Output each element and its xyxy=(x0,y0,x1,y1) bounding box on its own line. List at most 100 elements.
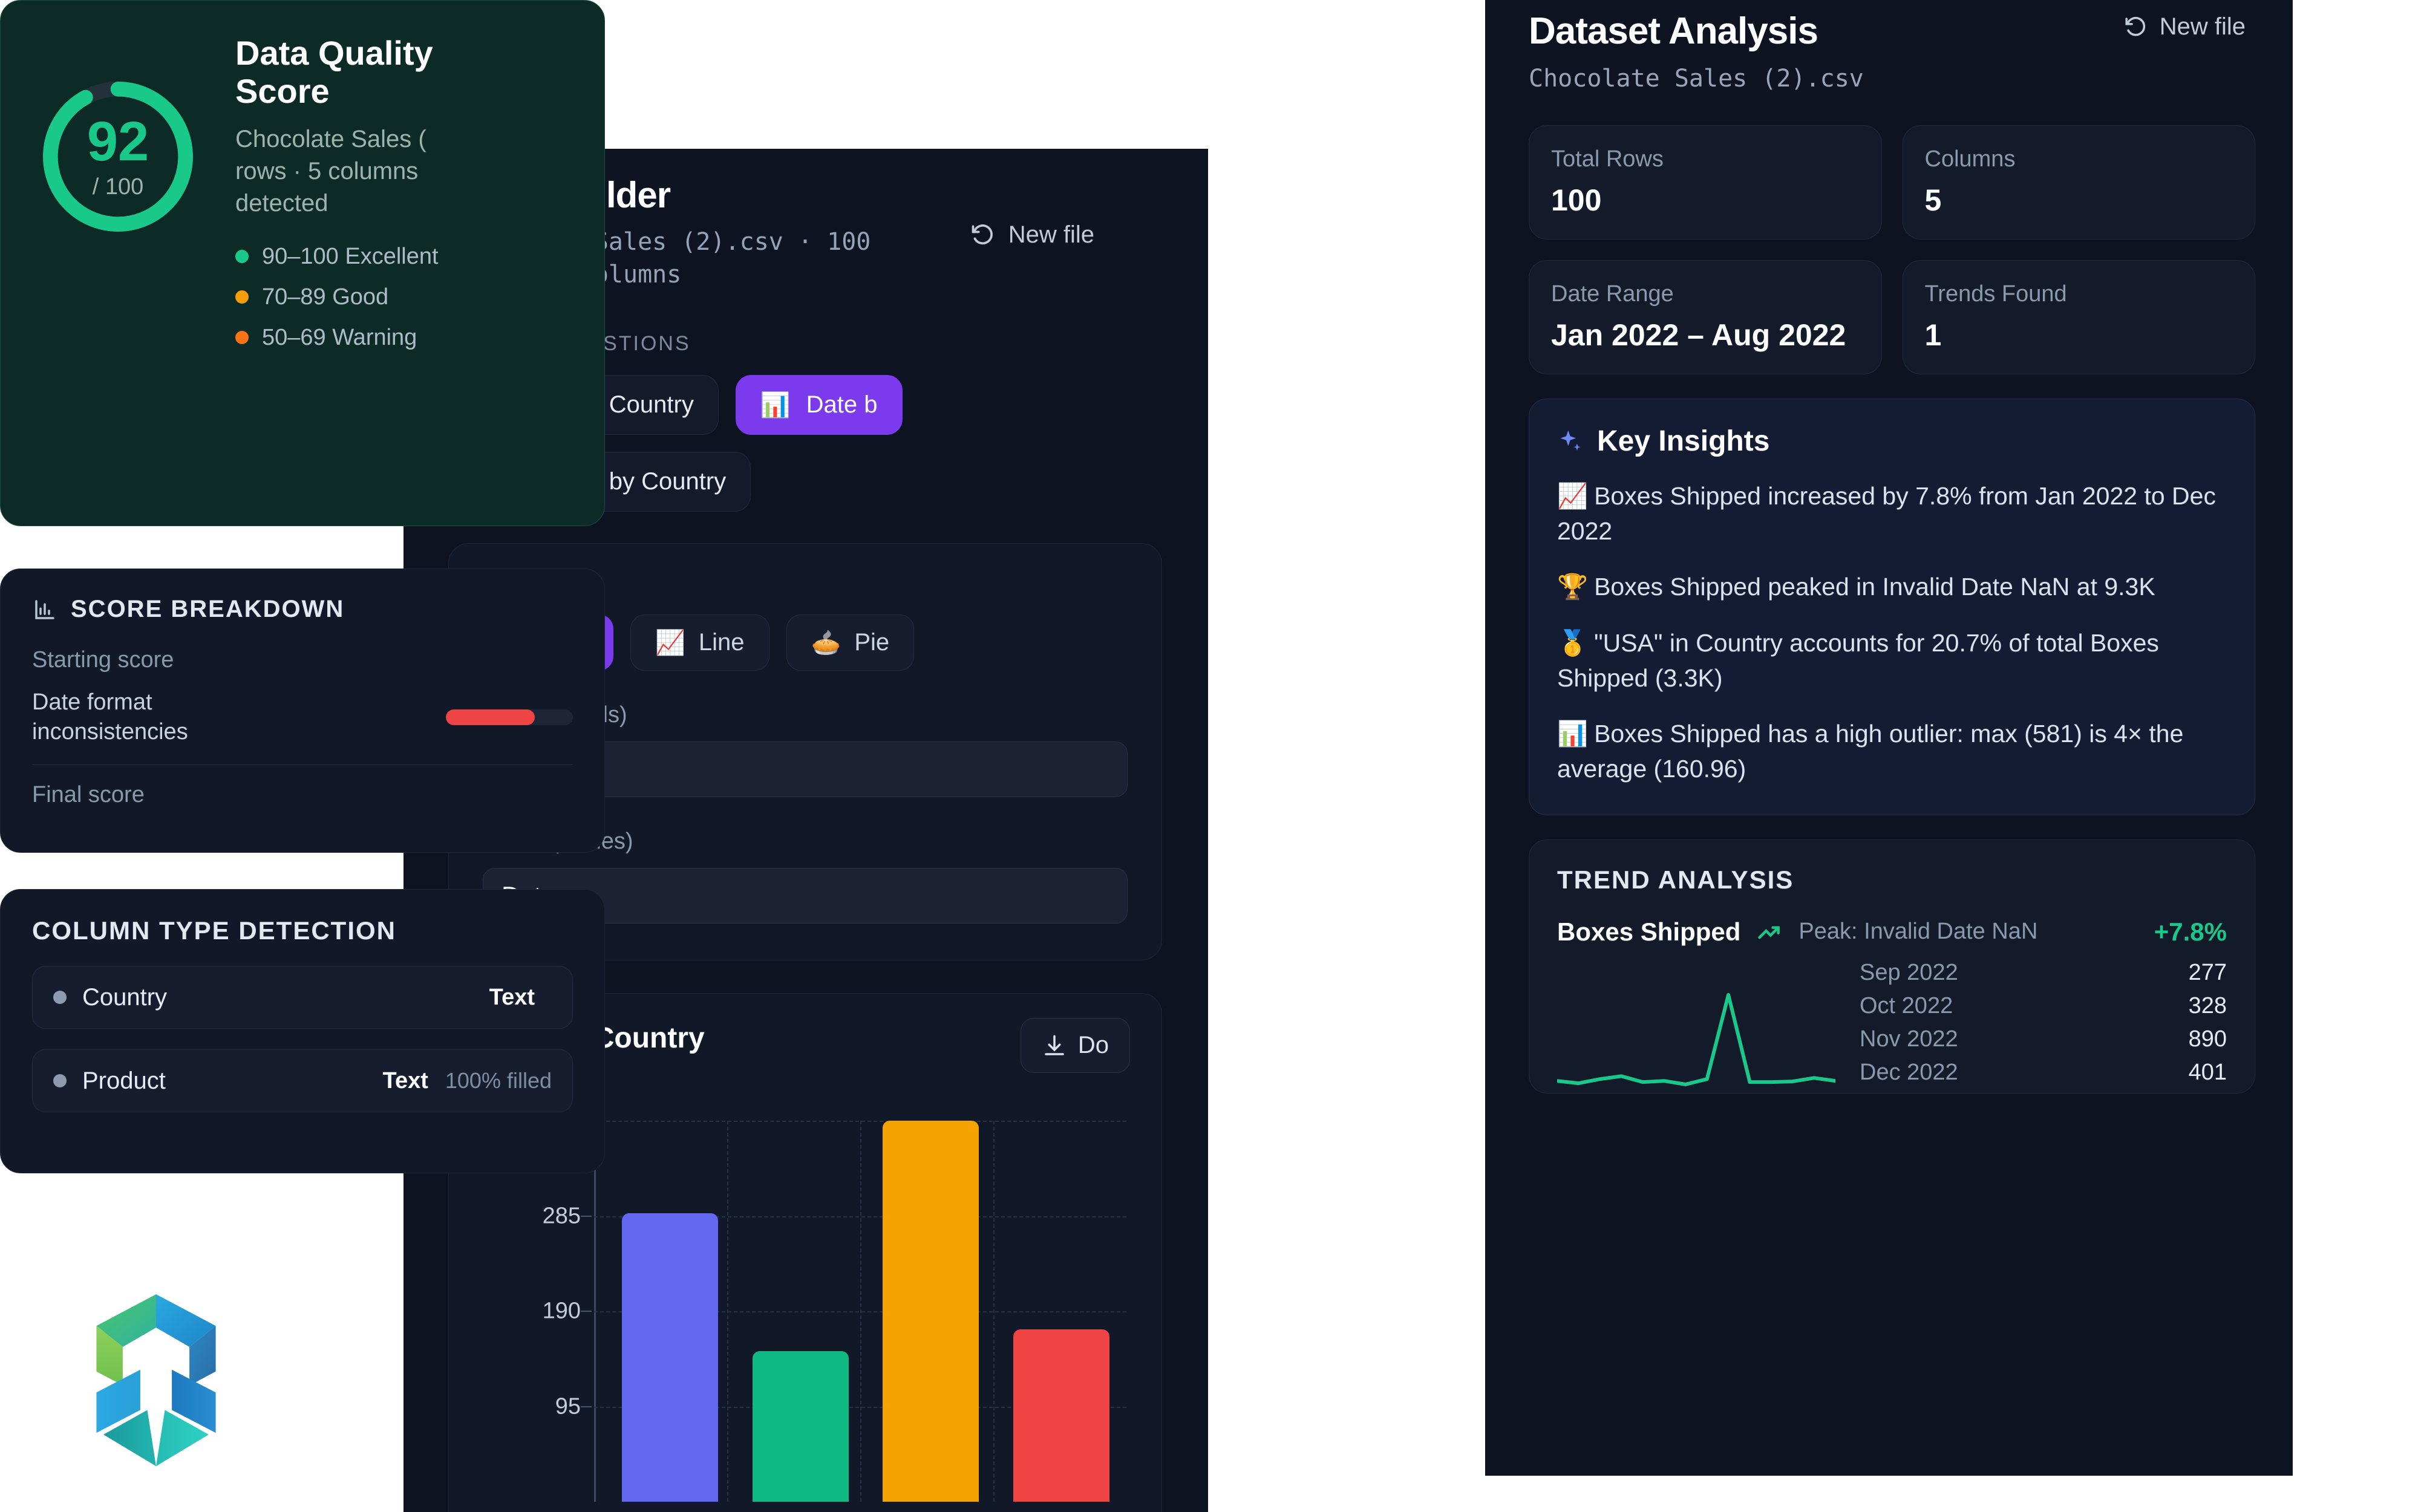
trend-value: 277 xyxy=(2188,959,2227,985)
legend-label: 50–69 Warning xyxy=(262,324,417,350)
stat-value: 5 xyxy=(1924,183,1942,217)
y-axis-tick xyxy=(581,1311,592,1312)
column-row-right: Text 100% filled xyxy=(383,1068,552,1094)
new-file-button-builder[interactable]: New file xyxy=(970,221,1094,249)
bar[interactable] xyxy=(1013,1329,1109,1502)
stat-card-date-range: Date Range Jan 2022 – Aug 2022 xyxy=(1529,260,1882,374)
status-dot-excellent xyxy=(235,250,249,264)
stat-value: Jan 2022 – Aug 2022 xyxy=(1551,318,1846,352)
table-row: Nov 2022 890 xyxy=(1860,1023,2227,1056)
trend-body: Sep 2022 277 Oct 2022 328 Nov 2022 890 D… xyxy=(1557,956,2227,1089)
grid-line xyxy=(860,1121,861,1502)
column-name: Product xyxy=(82,1067,166,1094)
insight-item: 🏆 Boxes Shipped peaked in Invalid Date Na… xyxy=(1557,569,2227,604)
sparkle-icon xyxy=(1560,430,1581,451)
stats-grid: Total Rows 100 Columns 5 Date Range Jan … xyxy=(1529,125,2255,374)
sparkline-chart xyxy=(1557,992,1835,1086)
bar-chart-icon xyxy=(35,599,54,619)
download-button[interactable]: Do xyxy=(1020,1018,1130,1073)
stat-value: 1 xyxy=(1924,318,1942,352)
trend-month: Oct 2022 xyxy=(1860,992,1953,1018)
dataset-title: Dataset Analysis xyxy=(1529,10,1818,52)
dataset-analysis-panel: Dataset Analysis Chocolate Sales (2).csv… xyxy=(1485,0,2293,1476)
stat-value: 100 xyxy=(1551,183,1602,217)
score-breakdown-heading: SCORE BREAKDOWN xyxy=(71,596,345,622)
table-row[interactable]: Country Text xyxy=(32,966,573,1029)
trend-peak-label: Peak: Invalid Date NaN xyxy=(1798,919,2038,945)
quality-score-ring: 92 / 100 xyxy=(37,76,199,238)
score-breakdown-starting-row: Starting score xyxy=(32,647,573,673)
download-label: Do xyxy=(1077,1032,1109,1058)
starting-score-label: Starting score xyxy=(32,647,174,673)
y-axis-tick-label: 190 xyxy=(542,1298,581,1324)
stat-card-total-rows: Total Rows 100 xyxy=(1529,125,1882,240)
key-insights-heading: Key Insights xyxy=(1597,425,1770,457)
column-type-detection-card: COLUMN TYPE DETECTION Country Text Produ… xyxy=(0,889,605,1173)
grid-line xyxy=(993,1121,995,1502)
trending-up-icon: 📈 xyxy=(1557,482,1589,510)
y-axis-tick-label: 95 xyxy=(555,1393,581,1419)
insight-item: 📊 Boxes Shipped has a high outlier: max (… xyxy=(1557,716,2227,786)
quality-score-denominator: / 100 xyxy=(92,174,144,200)
penalty-label: Date format inconsistencies xyxy=(32,689,188,745)
bar[interactable] xyxy=(752,1351,849,1502)
medal-icon: 🥇 xyxy=(1557,628,1589,657)
donut-gauge-icon xyxy=(43,82,193,232)
score-breakdown-heading-row: SCORE BREAKDOWN xyxy=(32,596,573,623)
quality-score-number: 92 xyxy=(87,110,149,172)
new-file-button-dataset[interactable]: New file xyxy=(2123,13,2246,41)
refresh-icon xyxy=(972,224,993,244)
penalty-bar xyxy=(446,709,573,726)
trend-month: Nov 2022 xyxy=(1860,1026,1958,1052)
key-insights-card: Key Insights 📈 Boxes Shipped increased by… xyxy=(1529,399,2255,815)
column-type: Text xyxy=(489,984,535,1010)
chart-type-line-button[interactable]: 📈 Line xyxy=(630,614,769,671)
stat-label: Date Range xyxy=(1551,281,1674,307)
column-type-dot-icon xyxy=(53,991,67,1004)
trend-analysis-heading: TREND ANALYSIS xyxy=(1557,865,1794,894)
refresh-icon xyxy=(2125,16,2145,36)
quality-column: 92 / 100 Data Quality Score Chocolate Sa… xyxy=(0,0,605,1173)
trend-month: Dec 2022 xyxy=(1860,1059,1958,1085)
legend-label: 70–89 Good xyxy=(262,284,389,310)
stat-card-columns: Columns 5 xyxy=(1902,125,2255,240)
trend-value: 890 xyxy=(2188,1026,2227,1052)
score-breakdown-penalty-row: Date format inconsistencies xyxy=(32,688,573,748)
status-dot-warning xyxy=(235,331,249,345)
trend-month: Sep 2022 xyxy=(1860,959,1958,985)
chart-type-pie-button[interactable]: 🥧 Pie xyxy=(786,614,915,671)
y-axis-tick xyxy=(581,1406,592,1407)
bar-column xyxy=(736,1351,866,1502)
column-type-heading: COLUMN TYPE DETECTION xyxy=(32,916,397,945)
y-axis-tick-label: 285 xyxy=(542,1203,581,1228)
new-file-label: New file xyxy=(1008,221,1094,248)
stat-label: Columns xyxy=(1924,146,2016,172)
dataset-filename: Chocolate Sales (2).csv xyxy=(1529,65,1864,93)
table-row: Oct 2022 328 xyxy=(1860,989,2227,1023)
stat-label: Total Rows xyxy=(1551,146,1664,172)
bar[interactable] xyxy=(622,1213,719,1502)
stat-label: Trends Found xyxy=(1924,281,2067,307)
bar-chart-icon: 📊 xyxy=(1557,720,1589,748)
table-row[interactable]: Product Text 100% filled xyxy=(32,1049,573,1112)
divider xyxy=(32,764,573,765)
insight-item: 🥇 "USA" in Country accounts for 20.7% of … xyxy=(1557,625,2227,696)
bar-chart-plot: 38028519095 xyxy=(543,1108,1127,1502)
trend-value: 328 xyxy=(2188,992,2227,1018)
line-chart-icon: 📈 xyxy=(655,630,685,656)
data-quality-card: 92 / 100 Data Quality Score Chocolate Sa… xyxy=(0,0,605,526)
bar[interactable] xyxy=(883,1121,979,1502)
column-row-left: Country xyxy=(53,984,167,1011)
insight-text: Boxes Shipped peaked in Invalid Date NaN… xyxy=(1594,573,2155,601)
column-row-left: Product xyxy=(53,1067,166,1095)
stat-card-trends-found: Trends Found 1 xyxy=(1902,260,2255,374)
suggestion-chip-active[interactable]: 📊 Date b xyxy=(735,375,903,435)
chart-type-label-pie: Pie xyxy=(854,629,890,656)
legend-item-good: 70–89 Good xyxy=(235,284,568,310)
legend-label: 90–100 Excellent xyxy=(262,243,439,269)
data-quality-heading: Data Quality Score xyxy=(235,34,433,110)
insight-text: Boxes Shipped increased by 7.8% from Jan… xyxy=(1557,482,2216,546)
bar-column xyxy=(996,1329,1127,1502)
pie-icon: 🥧 xyxy=(811,630,841,656)
